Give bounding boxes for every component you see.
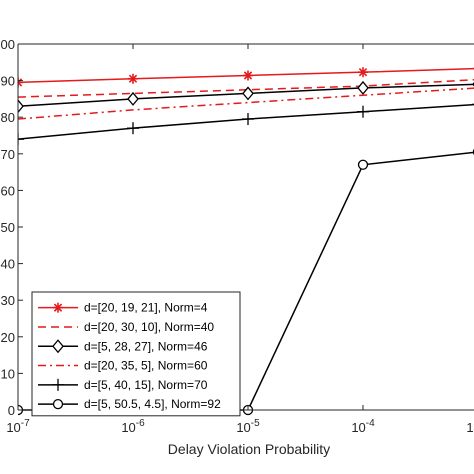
data-point-s3-3 — [242, 86, 254, 101]
legend-label-5: d=[5, 40, 15], Norm=70 — [84, 378, 208, 392]
y-tick-label: 50 — [1, 220, 15, 235]
y-tick-label: 40 — [1, 257, 15, 272]
legend-label-6: d=[5, 50.5, 4.5], Norm=92 — [84, 397, 221, 411]
legend-marker-6 — [52, 398, 64, 410]
axes: 0 10 20 30 40 50 60 70 80 90 100 10-7 10-6 10-5 10-4 10… — [0, 37, 474, 435]
series-line-4 — [18, 87, 474, 120]
series-line-2 — [18, 78, 474, 98]
y-tick-label: 20 — [1, 330, 15, 345]
data-point-s1-2 — [128, 73, 138, 84]
data-point-s1-4 — [358, 67, 368, 78]
y-tick-label: 0 — [8, 403, 15, 418]
y-tick-label: 70 — [1, 147, 15, 162]
data-point-s5-3 — [242, 113, 254, 126]
data-point-s5-2 — [127, 122, 139, 135]
series-line-5 — [18, 103, 474, 140]
data-point-s6-4 — [357, 159, 369, 170]
data-point-s3-2 — [127, 91, 139, 106]
y-tick-label: 100 — [0, 37, 15, 52]
y-tick-label: 90 — [1, 74, 15, 89]
legend: d=[20, 19, 21], Norm=4 d=[20, 30, 10], No… — [31, 291, 241, 417]
legend-marker-5 — [52, 378, 64, 391]
legend-label-2: d=[20, 30, 10], Norm=40 — [84, 320, 214, 334]
x-tick-label: 10-7 — [6, 418, 30, 435]
x-tick-label: 10-4 — [351, 418, 375, 435]
data-point-s1-1 — [18, 77, 23, 88]
legend-label-3: d=[5, 28, 27], Norm=46 — [84, 339, 208, 353]
data-point-s3-4 — [357, 80, 369, 95]
y-tick-label: 80 — [1, 110, 15, 125]
x-axis-title: Delay Violation Probability — [168, 441, 330, 457]
y-tick-label: 10 — [1, 366, 15, 381]
x-tick-label: 10-3 — [466, 418, 474, 435]
legend-label-4: d=[20, 35, 5], Norm=60 — [84, 359, 208, 373]
y-tick-label: 60 — [1, 183, 15, 198]
y-tick-label: 30 — [1, 293, 15, 308]
legend-label-1: d=[20, 19, 21], Norm=4 — [84, 301, 208, 315]
x-tick-label: 10-5 — [236, 418, 260, 435]
data-point-s3-1 — [18, 99, 24, 114]
data-point-s5-4 — [357, 105, 369, 118]
data-point-s1-3 — [243, 70, 253, 81]
legend-marker-3 — [52, 339, 64, 354]
x-tick-label: 10-6 — [121, 418, 145, 435]
data-point-s5-1 — [18, 133, 24, 146]
legend-marker-1 — [53, 302, 63, 313]
legend-box — [31, 291, 241, 417]
